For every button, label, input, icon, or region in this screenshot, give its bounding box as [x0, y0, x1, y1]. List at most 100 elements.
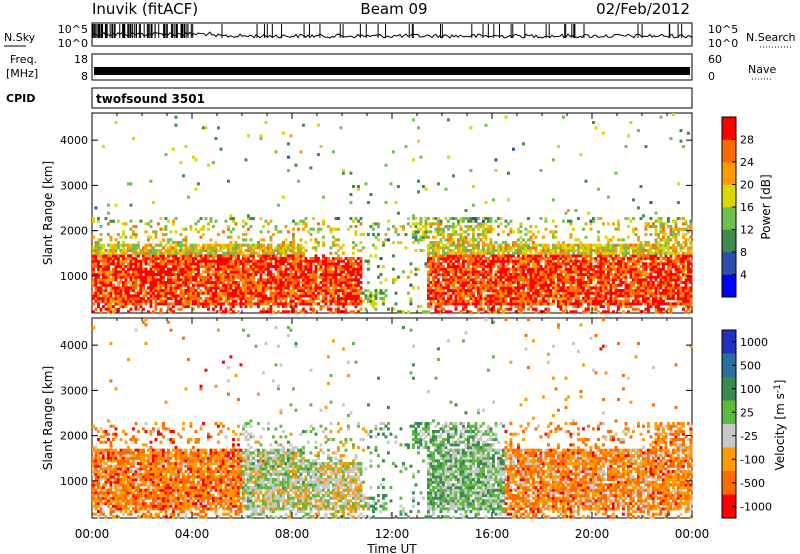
heatmap-cell [292, 227, 295, 231]
heatmap-cell [494, 310, 498, 314]
heatmap-cell [194, 294, 198, 298]
heatmap-cell [192, 251, 195, 255]
heatmap-cell [324, 275, 328, 279]
heatmap-cell [359, 217, 363, 221]
heatmap-cell [307, 289, 310, 293]
heatmap-cell [212, 161, 215, 165]
heatmap-cell [634, 227, 638, 231]
heatmap-cell [437, 246, 440, 250]
heatmap-cell [317, 291, 320, 295]
heatmap-cell [439, 305, 443, 309]
heatmap-cell [579, 262, 583, 266]
heatmap-cell [582, 273, 585, 277]
heatmap-cell [422, 235, 425, 239]
heatmap-cell [184, 273, 188, 277]
heatmap-cell [232, 243, 235, 247]
heatmap-cell [322, 262, 325, 266]
heatmap-cell [467, 262, 470, 266]
heatmap-cell [602, 310, 605, 314]
heatmap-cell [544, 307, 548, 311]
heatmap-cell [207, 267, 210, 271]
heatmap-cell [584, 222, 588, 226]
heatmap-cell [544, 265, 548, 269]
heatmap-cell [257, 305, 260, 309]
heatmap-cell [544, 286, 548, 290]
heatmap-cell [614, 289, 618, 293]
heatmap-cell [527, 273, 530, 277]
heatmap-cell [497, 233, 500, 237]
heatmap-cell [102, 273, 105, 277]
heatmap-cell [604, 249, 608, 253]
heatmap-cell [552, 286, 555, 290]
heatmap-cell [532, 257, 535, 261]
heatmap-cell [262, 257, 265, 261]
heatmap-cell [502, 254, 505, 258]
heatmap-cell [249, 249, 253, 253]
heatmap-cell [304, 310, 308, 314]
heatmap-cell [597, 187, 600, 191]
heatmap-cell [484, 302, 488, 306]
heatmap-cell [179, 286, 183, 290]
heatmap-cell [297, 249, 300, 253]
heatmap-cell [214, 302, 218, 306]
heatmap-cell [634, 291, 638, 295]
heatmap-cell [269, 243, 273, 247]
heatmap-cell [617, 265, 620, 269]
heatmap-cell [619, 238, 623, 242]
heatmap-cell [474, 299, 478, 303]
heatmap-cell [257, 241, 260, 245]
heatmap-cell [359, 222, 363, 226]
heatmap-cell [159, 267, 163, 271]
heatmap-cell [474, 251, 478, 255]
heatmap-cell [444, 246, 448, 250]
heatmap-cell [502, 302, 505, 306]
heatmap-cell [609, 254, 613, 258]
heatmap-cell [494, 294, 498, 298]
heatmap-cell [489, 275, 493, 279]
heatmap-cell [642, 310, 645, 314]
heatmap-cell [159, 297, 163, 301]
heatmap-cell [232, 262, 235, 266]
heatmap-cell [342, 281, 345, 285]
heatmap-cell [514, 286, 518, 290]
heatmap-cell [292, 289, 295, 293]
heatmap-cell [452, 275, 455, 279]
heatmap-cell [222, 254, 225, 258]
heatmap-cell [467, 241, 470, 245]
heatmap-cell [507, 267, 510, 271]
heatmap-cell [247, 270, 250, 274]
heatmap-cell [477, 243, 480, 247]
heatmap-cell [142, 254, 145, 258]
heatmap-cell [342, 310, 345, 314]
heatmap-cell [452, 278, 455, 282]
heatmap-cell [229, 273, 233, 277]
heatmap-cell [594, 289, 598, 293]
heatmap-cell [199, 254, 203, 258]
heatmap-cell [204, 270, 208, 274]
heatmap-cell [439, 230, 443, 234]
heatmap-cell [107, 302, 110, 306]
heatmap-cell [609, 243, 613, 247]
heatmap-cell [97, 241, 100, 245]
heatmap-cell [632, 299, 635, 303]
heatmap-cell [179, 254, 183, 258]
heatmap-cell [284, 267, 288, 271]
heatmap-cell [102, 281, 105, 285]
heatmap-cell [614, 297, 618, 301]
heatmap-cell [639, 281, 643, 285]
heatmap-cell [459, 243, 463, 247]
heatmap-cell [569, 249, 573, 253]
heatmap-cell [612, 246, 615, 250]
heatmap-cell [137, 262, 140, 266]
heatmap-cell [619, 299, 623, 303]
heatmap-cell [494, 302, 498, 306]
heatmap-cell [259, 297, 263, 301]
heatmap-cell [564, 246, 568, 250]
heatmap-cell [239, 297, 243, 301]
heatmap-cell [324, 257, 328, 261]
heatmap-cell [447, 273, 450, 277]
heatmap-cell [462, 259, 465, 263]
heatmap-cell [137, 273, 140, 277]
heatmap-cell [217, 286, 220, 290]
heatmap-cell [604, 254, 608, 258]
